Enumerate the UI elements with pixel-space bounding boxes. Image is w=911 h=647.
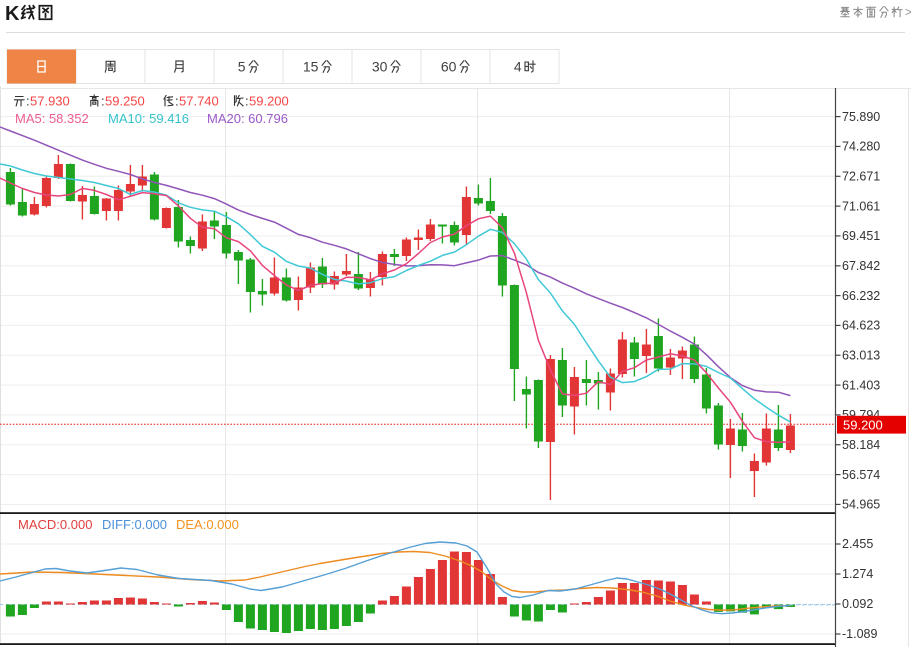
svg-text:57.930: 57.930 (30, 94, 70, 109)
svg-text:4: 4 (514, 59, 522, 75)
svg-text::: : (101, 94, 105, 109)
svg-text:75.890: 75.890 (842, 110, 880, 124)
svg-text:71.061: 71.061 (842, 199, 880, 213)
svg-text:5: 5 (238, 59, 246, 75)
svg-text:15: 15 (303, 59, 319, 75)
svg-text:60: 60 (441, 59, 457, 75)
svg-text:66.232: 66.232 (842, 289, 880, 303)
svg-text:30: 30 (372, 59, 388, 75)
svg-text:MA10: 59.416: MA10: 59.416 (108, 111, 189, 126)
svg-text:54.965: 54.965 (842, 498, 880, 512)
svg-text:>: > (905, 5, 911, 19)
svg-text:69.451: 69.451 (842, 229, 880, 243)
svg-text:74.280: 74.280 (842, 140, 880, 154)
svg-text:63.013: 63.013 (842, 348, 880, 362)
svg-text:57.740: 57.740 (179, 94, 219, 109)
svg-text:58.184: 58.184 (842, 438, 880, 452)
svg-text:72.671: 72.671 (842, 170, 880, 184)
svg-text:1.274: 1.274 (842, 567, 873, 581)
svg-text:59.250: 59.250 (105, 94, 145, 109)
svg-text:MA20: 60.796: MA20: 60.796 (207, 111, 288, 126)
svg-text:64.623: 64.623 (842, 319, 880, 333)
svg-text:0.092: 0.092 (842, 597, 873, 611)
svg-text:K: K (5, 3, 20, 25)
svg-text::: : (26, 94, 30, 109)
svg-text:MA5: 58.352: MA5: 58.352 (15, 111, 89, 126)
svg-text:2.455: 2.455 (842, 537, 873, 551)
svg-text:59.200: 59.200 (843, 417, 883, 432)
svg-text::: : (245, 94, 249, 109)
svg-text:MACD:0.000: MACD:0.000 (18, 517, 92, 532)
svg-text:DEA:0.000: DEA:0.000 (176, 517, 239, 532)
svg-text:DIFF:0.000: DIFF:0.000 (102, 517, 167, 532)
svg-text:61.403: 61.403 (842, 378, 880, 392)
svg-text::: : (175, 94, 179, 109)
svg-text:59.200: 59.200 (249, 94, 289, 109)
svg-text:-1.089: -1.089 (842, 627, 877, 641)
svg-text:67.842: 67.842 (842, 259, 880, 273)
svg-text:56.574: 56.574 (842, 468, 880, 482)
